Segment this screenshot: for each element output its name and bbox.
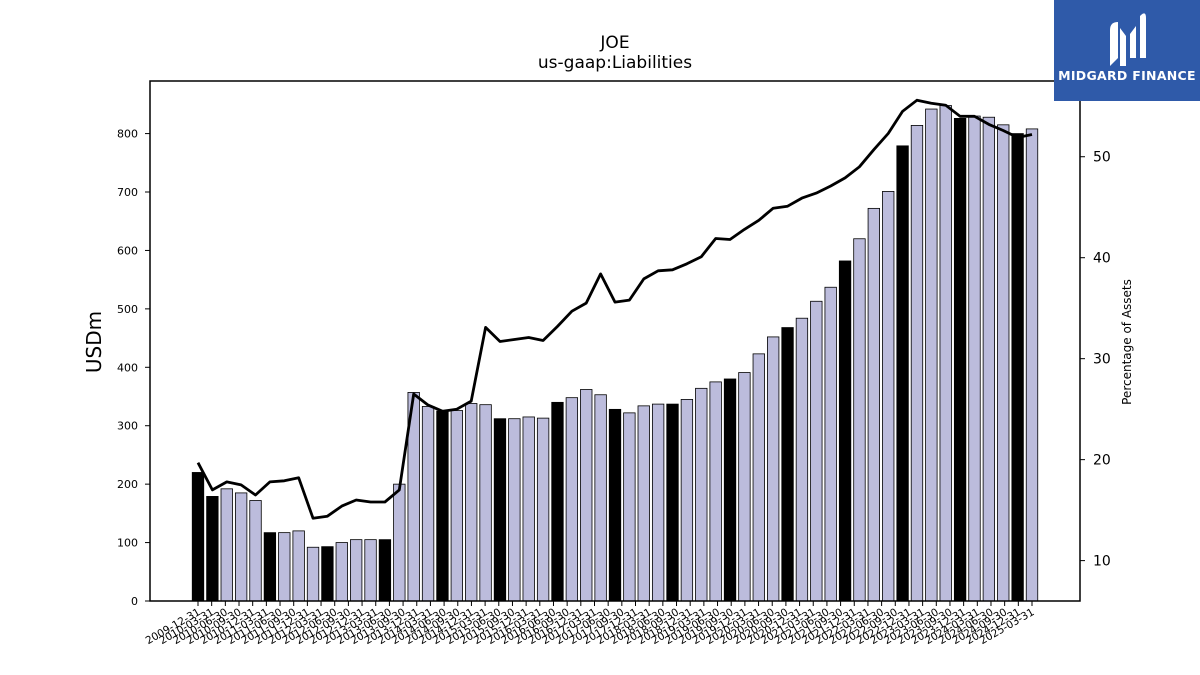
bar — [206, 496, 219, 602]
bar — [723, 378, 737, 602]
bar — [666, 403, 679, 602]
y2-tick-label: 30 — [1093, 352, 1111, 368]
bar — [364, 539, 377, 602]
y-tick-label: 100 — [117, 537, 138, 550]
brand-name: MIDGARD FINANCE — [1058, 68, 1196, 83]
y2-tick-label: 40 — [1093, 251, 1111, 267]
bar — [680, 399, 694, 602]
bar — [278, 532, 291, 602]
y-tick-label: 200 — [117, 478, 138, 491]
y-tick-label: 400 — [117, 361, 138, 374]
y2-axis-label: Percentage of Assets — [1120, 279, 1134, 405]
bar — [335, 542, 348, 602]
midgard-logo-icon — [1110, 13, 1146, 66]
y-tick-label: 800 — [117, 128, 138, 141]
bar — [838, 260, 852, 602]
bar — [867, 207, 880, 602]
bar — [997, 124, 1010, 602]
bar — [220, 488, 233, 602]
y-tick-label: 600 — [117, 244, 138, 257]
bar — [465, 403, 478, 602]
bar — [522, 416, 535, 602]
bar — [752, 353, 765, 602]
bar — [321, 546, 334, 602]
bar — [709, 381, 722, 602]
bar — [795, 317, 809, 602]
bar — [623, 412, 636, 602]
bar — [1025, 128, 1039, 602]
bar — [594, 394, 607, 602]
bar — [479, 404, 492, 602]
bar — [939, 105, 952, 602]
bar — [910, 125, 924, 602]
bar — [436, 410, 449, 602]
bar — [565, 397, 579, 602]
chart-title: JOE — [599, 33, 629, 53]
bar — [1011, 133, 1024, 602]
bar — [508, 418, 521, 602]
bar — [263, 532, 277, 602]
bar — [493, 418, 507, 602]
bar — [608, 408, 622, 602]
y-tick-label: 0 — [131, 595, 138, 608]
chart-subtitle: us-gaap:Liabilities — [538, 53, 692, 73]
y2-tick-label: 10 — [1093, 554, 1111, 570]
bar — [292, 530, 305, 602]
bar — [421, 406, 435, 602]
bar — [191, 472, 205, 602]
bar — [853, 238, 866, 602]
bar — [925, 108, 938, 602]
y-tick-label: 500 — [117, 303, 138, 316]
bar — [882, 191, 895, 602]
y-tick-label: 700 — [117, 186, 138, 199]
bar — [551, 401, 564, 602]
bar — [738, 372, 751, 602]
y2-tick-label: 20 — [1093, 453, 1111, 469]
bar — [306, 546, 320, 602]
bar — [536, 417, 550, 602]
y-axis-label: USDm — [82, 311, 106, 373]
bar — [695, 387, 708, 602]
bar — [968, 115, 981, 602]
bar — [580, 389, 593, 602]
brand-logo: MIDGARD FINANCE — [1054, 0, 1200, 101]
plot-frame — [149, 80, 1081, 602]
bar — [767, 336, 780, 602]
bar — [824, 286, 837, 602]
bar — [234, 492, 248, 602]
y-tick-label: 300 — [117, 420, 138, 433]
bar — [637, 405, 650, 602]
bar — [953, 117, 967, 602]
bar — [393, 483, 406, 602]
bar — [896, 145, 909, 602]
y2-tick-label: 50 — [1093, 150, 1111, 166]
bar — [810, 300, 823, 602]
bar — [651, 403, 665, 602]
bar — [781, 327, 794, 602]
bar — [450, 410, 463, 602]
bar — [982, 116, 996, 602]
bar — [350, 539, 363, 602]
percentage-of-assets-line — [196, 98, 1033, 520]
bar — [378, 539, 392, 602]
bar — [249, 500, 262, 602]
